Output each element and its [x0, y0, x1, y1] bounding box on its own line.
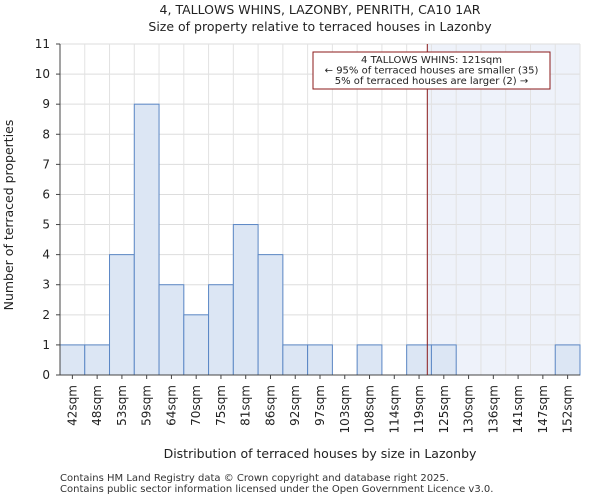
annotation-line-2: ← 95% of terraced houses are smaller (35… — [325, 66, 539, 77]
x-tick-label-152sqm: 152sqm — [561, 385, 575, 433]
footer-line-2: Contains public sector information licen… — [60, 484, 494, 495]
bar-48sqm — [84, 344, 111, 376]
bar-70sqm — [183, 314, 210, 376]
x-tick-label-48sqm: 48sqm — [90, 385, 104, 426]
x-tick-label-59sqm: 59sqm — [140, 385, 154, 426]
highlight-region — [427, 44, 580, 375]
y-tick-label: 5 — [42, 218, 50, 232]
y-axis-label: Number of terraced properties — [1, 120, 16, 311]
x-tick-label-136sqm: 136sqm — [486, 385, 500, 433]
bar-97sqm — [307, 344, 333, 376]
bar-108sqm — [356, 344, 383, 376]
y-tick-label: 6 — [42, 187, 50, 201]
y-tick-label: 3 — [42, 278, 50, 292]
y-tick-label: 8 — [42, 127, 50, 141]
x-tick-label-130sqm: 130sqm — [462, 385, 476, 433]
bar-75sqm — [208, 284, 234, 376]
y-tick-label: 7 — [42, 157, 50, 171]
bar-59sqm — [133, 103, 160, 376]
x-tick-label-86sqm: 86sqm — [263, 385, 277, 426]
y-tick-label: 2 — [42, 308, 50, 322]
x-tick-label-70sqm: 70sqm — [189, 385, 203, 426]
y-tick-label: 9 — [42, 97, 50, 111]
chart-title: 4, TALLOWS WHINS, LAZONBY, PENRITH, CA10… — [160, 2, 481, 17]
footer-line-1: Contains HM Land Registry data © Crown c… — [60, 473, 449, 484]
y-tick-label: 11 — [35, 37, 50, 51]
x-tick-label-92sqm: 92sqm — [288, 385, 302, 426]
bar-64sqm — [158, 284, 185, 376]
annotation-box — [312, 51, 551, 90]
chart-subtitle: Size of property relative to terraced ho… — [148, 19, 492, 34]
x-tick-label-64sqm: 64sqm — [164, 385, 178, 426]
bar-81sqm — [232, 224, 259, 376]
x-tick-label-141sqm: 141sqm — [511, 385, 525, 433]
x-tick-label-53sqm: 53sqm — [115, 385, 129, 426]
y-tick-label: 1 — [42, 338, 50, 352]
y-tick-label: 4 — [42, 248, 50, 262]
x-tick-label-103sqm: 103sqm — [338, 385, 352, 433]
x-tick-label-147sqm: 147sqm — [536, 385, 550, 433]
x-tick-label-75sqm: 75sqm — [214, 385, 228, 426]
annotation-line-1: 4 TALLOWS WHINS: 121sqm — [361, 55, 502, 66]
plot-area: 0 1 2 3 4 5 6 7 8 9 10 11 42sqm 48sqm 53sqm 59sqm 64sqm 7… — [35, 37, 581, 433]
bar-92sqm — [282, 344, 309, 376]
x-tick-label-42sqm: 42sqm — [65, 385, 79, 426]
y-tick-label: 10 — [35, 67, 50, 81]
bar-86sqm — [257, 254, 284, 376]
annotation-line-3: 5% of terraced houses are larger (2) → — [335, 76, 529, 87]
x-tick-label-125sqm: 125sqm — [437, 385, 451, 433]
x-axis-label: Distribution of terraced houses by size … — [164, 446, 477, 461]
x-tick-label-108sqm: 108sqm — [363, 385, 377, 433]
x-tick-label-81sqm: 81sqm — [239, 385, 253, 426]
x-tick-label-114sqm: 114sqm — [387, 385, 401, 433]
bar-152sqm — [554, 344, 581, 376]
bar-53sqm — [109, 254, 135, 376]
bar-125sqm — [430, 344, 457, 376]
bar-42sqm — [59, 344, 86, 376]
x-tick-label-97sqm: 97sqm — [313, 385, 327, 426]
x-tick-label-119sqm: 119sqm — [412, 385, 426, 433]
y-tick-label: 0 — [42, 368, 50, 382]
